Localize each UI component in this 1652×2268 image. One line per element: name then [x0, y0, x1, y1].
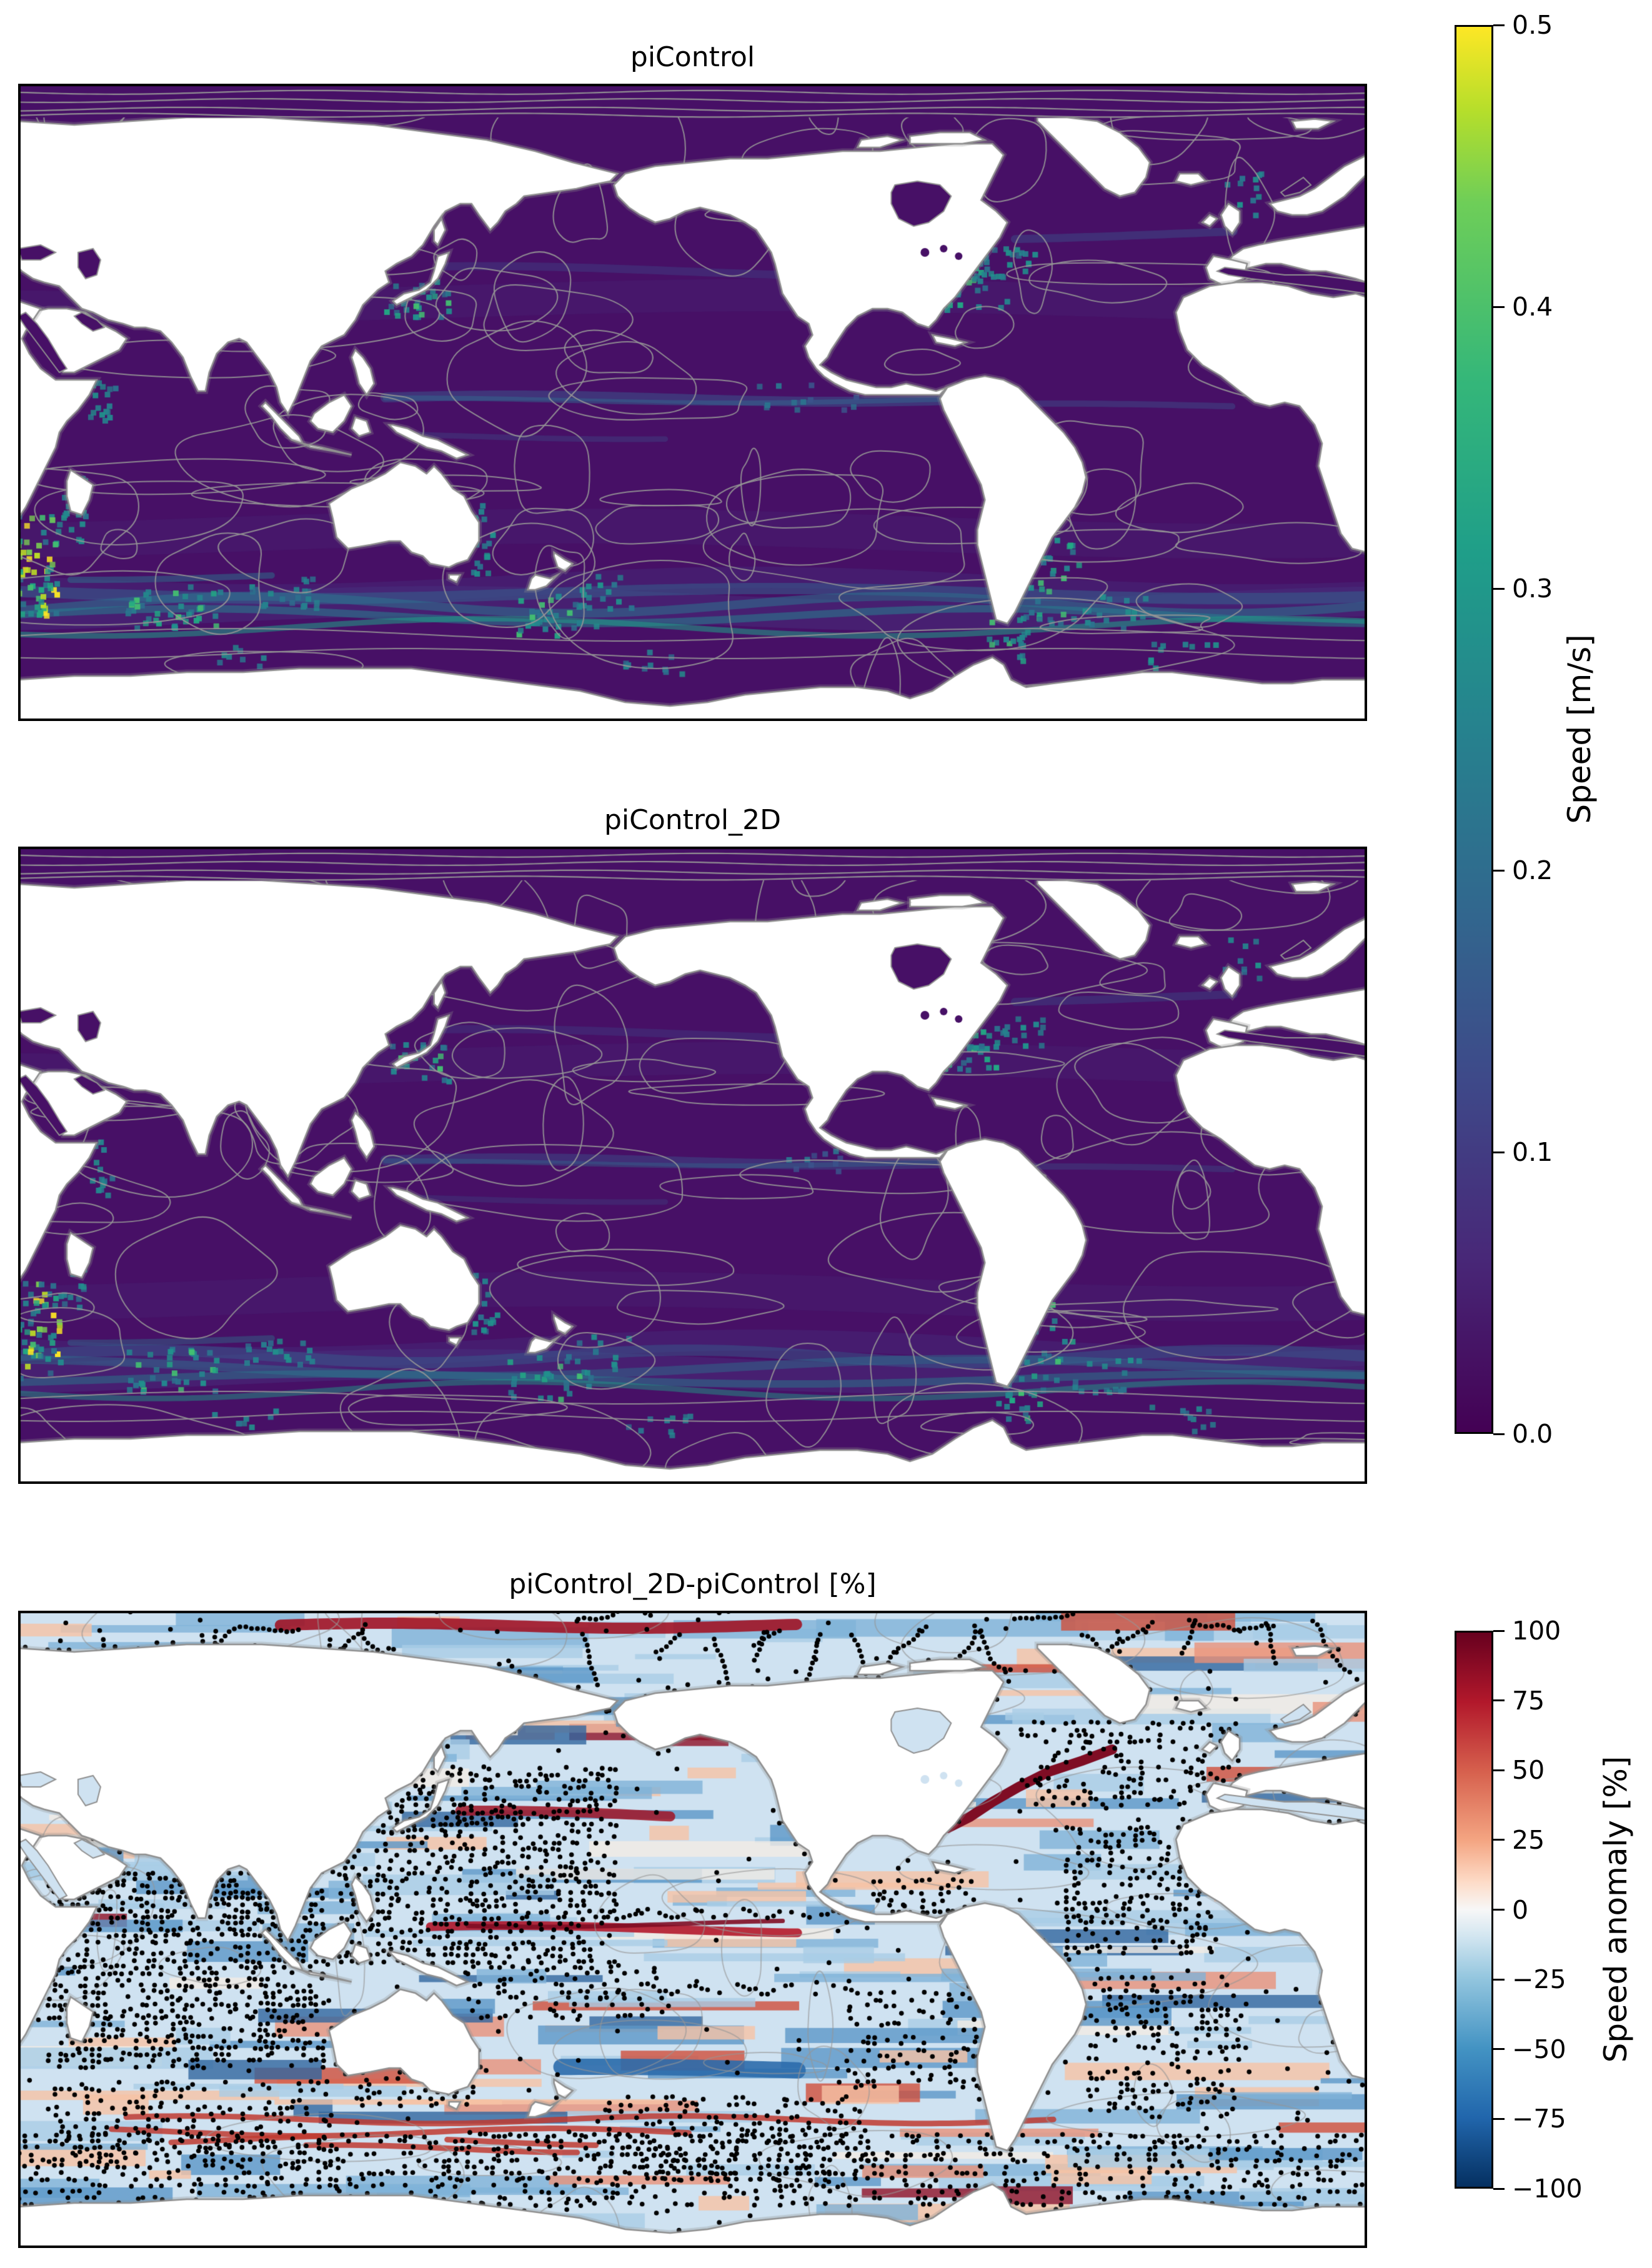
colorbar-tick: [1493, 1978, 1505, 1981]
colorbar-tick: [1493, 1769, 1505, 1771]
colorbar-tick-label: 0: [1512, 1894, 1529, 1925]
colorbar-tick-label: −100: [1512, 2174, 1583, 2204]
panel-anomaly: [18, 1611, 1367, 2248]
panel-title-picontrol: piControl: [630, 41, 755, 73]
panel-title-anomaly: piControl_2D-piControl [%]: [509, 1568, 877, 1600]
map-speed-anomaly: [18, 1611, 1367, 2248]
colorbar-tick-label: 25: [1512, 1824, 1545, 1855]
colorbar-tick: [1493, 306, 1505, 308]
map-picontrol-2d-speed: [18, 847, 1367, 1484]
colorbar-tick: [1493, 1699, 1505, 1702]
panel-picontrol: [18, 84, 1367, 721]
colorbar-tick: [1493, 1433, 1505, 1435]
colorbar-tick: [1493, 2048, 1505, 2051]
colorbar-speed: 0.0 0.1 0.2 0.3 0.4 0.5 Speed [m/s]: [1455, 10, 1598, 1449]
colorbar-tick-label: 50: [1512, 1755, 1545, 1786]
colorbar-tick: [1493, 24, 1505, 26]
colorbar-tick: [1493, 1151, 1505, 1153]
colorbar-tick-label: 0.2: [1512, 855, 1553, 885]
map-picontrol-speed: [18, 84, 1367, 721]
colorbar-tick-label: 75: [1512, 1685, 1545, 1716]
colorbar-tick: [1493, 2187, 1505, 2190]
colorbar-speed-axis-label: Speed [m/s]: [1561, 634, 1598, 824]
colorbar-tick-label: 0.1: [1512, 1137, 1553, 1167]
colorbar-anomaly: −100 −75 −50 −25 0 25 50 75 100 Speed anomaly [%…: [1455, 1616, 1634, 2204]
colorbar-tick: [1493, 587, 1505, 590]
colorbar-tick: [1493, 869, 1505, 872]
colorbar-tick: [1493, 1909, 1505, 1911]
colorbar-speed-gradient: [1455, 25, 1493, 1434]
colorbar-tick: [1493, 1839, 1505, 1841]
colorbar-tick-label: 100: [1512, 1616, 1561, 1646]
colorbar-tick-label: −25: [1512, 1964, 1566, 1995]
colorbar-tick-label: −75: [1512, 2104, 1566, 2134]
colorbar-tick-label: −50: [1512, 2034, 1566, 2064]
colorbar-tick-label: 0.4: [1512, 292, 1553, 322]
colorbar-tick-label: 0.3: [1512, 574, 1553, 604]
colorbar-tick: [1493, 2117, 1505, 2120]
colorbar-tick-label: 0.5: [1512, 10, 1553, 40]
colorbar-tick: [1493, 1629, 1505, 1632]
colorbar-anomaly-axis-label: Speed anomaly [%]: [1598, 1756, 1634, 2063]
colorbar-tick-label: 0.0: [1512, 1419, 1553, 1449]
panel-picontrol-2d: [18, 847, 1367, 1484]
colorbar-anomaly-gradient: [1455, 1631, 1493, 2189]
panel-title-picontrol-2d: piControl_2D: [604, 804, 782, 836]
